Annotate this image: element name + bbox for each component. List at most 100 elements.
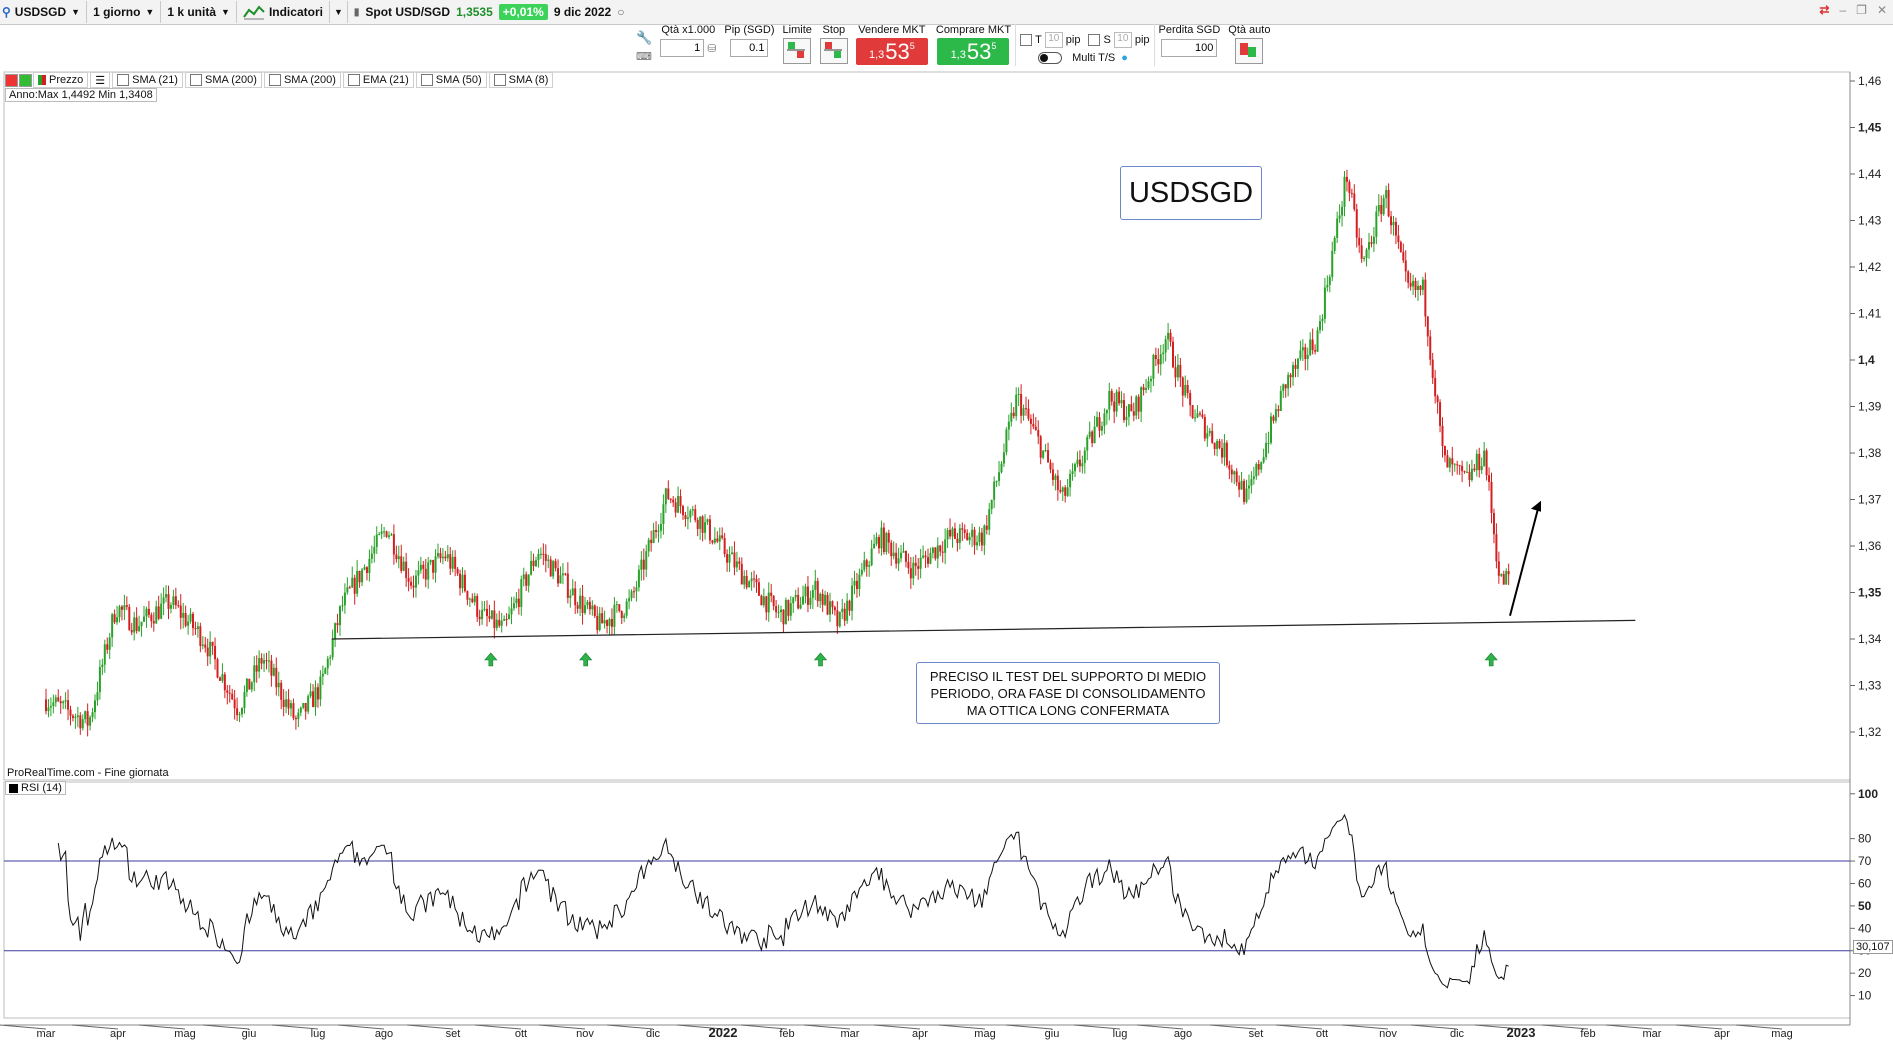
- chart-frame: [3, 71, 1851, 1026]
- quantity-group: Qtà x1.000 ⛁: [656, 24, 720, 57]
- candle-body: [976, 542, 978, 546]
- legend-checkbox[interactable]: [493, 74, 506, 86]
- indicators-dropdown[interactable]: ▼: [330, 1, 348, 23]
- auto-qty-label: Qtà auto: [1228, 24, 1271, 36]
- stop-loss-input[interactable]: 10: [1113, 32, 1132, 48]
- expand-icon[interactable]: [19, 73, 32, 87]
- candle-body: [620, 611, 623, 619]
- chart-title-box[interactable]: USDSGD: [1120, 166, 1262, 220]
- close-icon[interactable]: ✕: [1876, 3, 1887, 17]
- candle-body: [824, 594, 827, 605]
- legend-checkbox[interactable]: [420, 74, 433, 86]
- candle-body: [657, 530, 660, 532]
- legend-label: SMA (8): [508, 74, 549, 86]
- candle-body: [1399, 242, 1402, 252]
- candle-body: [814, 580, 817, 590]
- candle-body: [1086, 437, 1089, 451]
- multi-ts-toggle[interactable]: [1038, 52, 1063, 64]
- rsi-y-tick-label: 20: [1858, 966, 1872, 980]
- legend-checkbox[interactable]: [189, 74, 202, 86]
- legend-sma200-b[interactable]: SMA (200): [263, 72, 341, 88]
- candle-body: [209, 641, 212, 657]
- candle-body: [167, 594, 170, 609]
- candle-body: [843, 608, 846, 621]
- price-chart[interactable]: 1008070605040302010 1,461,451,441,431,42…: [0, 70, 1893, 1040]
- coins-icon[interactable]: ⛁: [707, 42, 717, 55]
- sync-icon[interactable]: ⇄: [1819, 3, 1830, 17]
- restore-icon[interactable]: ❐: [1856, 3, 1867, 17]
- x-tick-label: lug: [311, 1028, 326, 1040]
- candle-body: [1020, 393, 1023, 416]
- candle-body: [1421, 279, 1424, 290]
- stop-order-button[interactable]: [819, 38, 848, 64]
- x-tick: [1605, 1024, 1653, 1030]
- candle-body: [924, 555, 927, 558]
- candle-body: [735, 561, 738, 568]
- analysis-note-box[interactable]: PRECISO IL TEST DEL SUPPORTO DI MEDIO PE…: [916, 662, 1220, 724]
- candle-body: [189, 613, 192, 622]
- candle-body: [111, 614, 114, 638]
- candle-body: [713, 538, 716, 543]
- candle-body: [54, 697, 57, 703]
- legend-sma8[interactable]: SMA (8): [488, 72, 554, 88]
- symbol-selector[interactable]: ⚲ USDSGD ▼: [0, 1, 88, 23]
- candle-body: [228, 692, 231, 694]
- candle-body: [1005, 429, 1008, 453]
- candle-body: [598, 613, 601, 631]
- candle-body: [1492, 513, 1495, 535]
- candle-body: [1306, 355, 1309, 359]
- candle-body: [1272, 416, 1275, 421]
- chart-annotations: [331, 500, 1636, 667]
- indicators-button[interactable]: Indicatori: [237, 1, 330, 23]
- units-selector[interactable]: 1 k unità ▼: [161, 1, 237, 23]
- y-tick-label: 1,32: [1858, 725, 1882, 739]
- candle-body: [123, 605, 126, 610]
- candle-body: [1333, 237, 1336, 251]
- timeframe-selector[interactable]: 1 giorno ▼: [87, 1, 162, 23]
- legend-sma21[interactable]: SMA (21): [112, 72, 183, 88]
- auto-qty-group: Qtà auto: [1224, 24, 1274, 64]
- quantity-input[interactable]: [660, 39, 705, 57]
- candle-body: [1252, 476, 1255, 480]
- legend-checkbox[interactable]: [268, 74, 281, 86]
- legend-price[interactable]: Prezzo: [33, 72, 89, 88]
- help-bubble-icon[interactable]: ●: [1121, 52, 1128, 64]
- candle-body: [147, 608, 150, 615]
- candle-body: [138, 626, 141, 631]
- limit-order-button[interactable]: [783, 38, 812, 64]
- legend-ema21[interactable]: EMA (21): [342, 72, 414, 88]
- candle-body: [432, 560, 435, 573]
- legend-sma50[interactable]: SMA (50): [415, 72, 487, 88]
- take-profit-checkbox[interactable]: [1020, 34, 1033, 46]
- x-tick: [337, 1024, 385, 1030]
- auto-qty-button[interactable]: [1235, 38, 1264, 64]
- rsi-legend[interactable]: RSI (14): [5, 781, 66, 795]
- candle-body: [968, 536, 971, 541]
- candle-body: [821, 593, 824, 605]
- candle-body: [446, 554, 449, 559]
- legend-checkbox[interactable]: [347, 74, 360, 86]
- candle-body: [973, 529, 976, 546]
- candle-body: [1000, 463, 1003, 473]
- keyboard-icon[interactable]: ⌨: [636, 51, 652, 63]
- candle-body: [363, 567, 366, 570]
- take-profit-input[interactable]: 10: [1044, 32, 1063, 48]
- x-tick-label: nov: [576, 1028, 594, 1040]
- legend-sma200-a[interactable]: SMA (200): [184, 72, 262, 88]
- wrench-icon[interactable]: 🔧: [636, 30, 653, 45]
- pip-input[interactable]: [730, 39, 769, 57]
- candle-body: [1257, 463, 1260, 470]
- candle-body: [145, 608, 148, 617]
- sell-market-button[interactable]: 1,3 53 5: [855, 38, 928, 65]
- loss-input[interactable]: [1161, 39, 1218, 57]
- legend-list-button[interactable]: ☰: [90, 72, 111, 88]
- buy-market-button[interactable]: 1,3 53 5: [937, 38, 1010, 65]
- candle-body: [346, 587, 349, 593]
- legend-checkbox[interactable]: [117, 74, 130, 86]
- spot-quote: ▮ Spot USD/SGD 1,3535 +0,01% 9 dic 2022 …: [348, 4, 624, 20]
- candle-body: [542, 553, 545, 555]
- minimize-icon[interactable]: –: [1839, 3, 1847, 17]
- stop-loss-checkbox[interactable]: [1088, 34, 1101, 46]
- legend-label: SMA (200): [283, 74, 336, 86]
- close-indicator-icon[interactable]: [5, 73, 18, 87]
